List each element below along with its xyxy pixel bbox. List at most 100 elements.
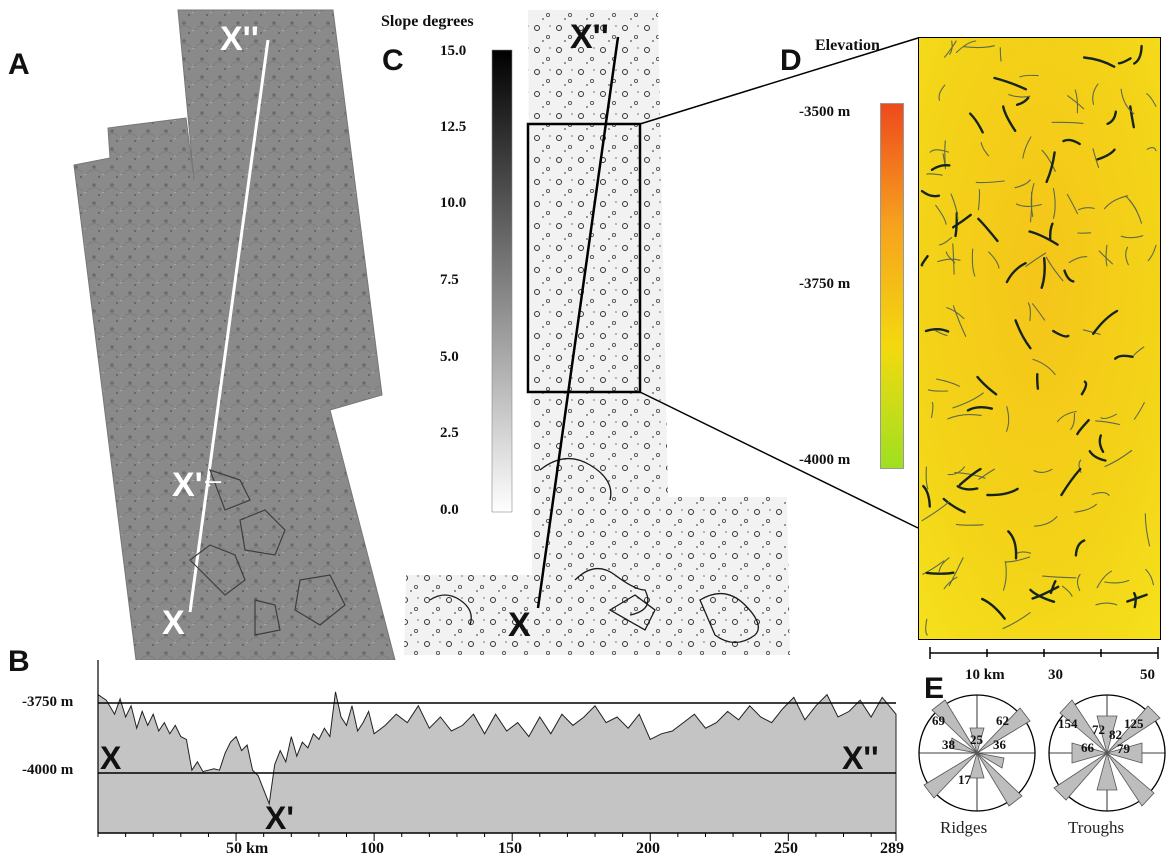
ridge-trace: [969, 112, 984, 134]
ridge-trace: [980, 142, 990, 157]
ridge-trace: [925, 466, 929, 490]
ridge-trace: [955, 523, 984, 526]
ridge-trace: [1074, 503, 1097, 513]
profile-area-series: [97, 691, 897, 834]
ridge-trace: [1005, 406, 1010, 432]
ridge-trace: [1040, 257, 1046, 289]
ridge-trace: [1042, 575, 1077, 579]
ridge-trace: [1062, 138, 1081, 146]
ridge-trace: [1125, 195, 1143, 224]
profile-chart: [97, 660, 897, 841]
ridge-trace: [1104, 449, 1133, 468]
ridge-trace: [1106, 110, 1117, 125]
ridge-trace: [1008, 94, 1031, 98]
ridge-trace: [945, 251, 956, 264]
ridge-trace: [1048, 222, 1054, 241]
ridge-trace: [1092, 83, 1099, 105]
ridge-trace: [1104, 579, 1130, 584]
ridge-trace: [925, 618, 928, 636]
ridge-trace: [1036, 373, 1040, 390]
slope-tick-5: 5.0: [440, 349, 459, 365]
ridges-caption: Ridges: [940, 818, 988, 837]
troughs-val-66: 66: [1081, 740, 1094, 755]
ridge-trace: [930, 164, 951, 171]
ridge-trace: [921, 501, 950, 522]
arrow-icon: ←: [204, 470, 223, 495]
ridge-trace: [1098, 250, 1114, 265]
ridge-trace: [1117, 57, 1132, 65]
ridge-trace: [1133, 346, 1145, 356]
profile-y-tick-4000: -4000 m: [22, 762, 74, 778]
ridge-trace: [1103, 195, 1129, 210]
troughs-caption: Troughs: [1068, 818, 1125, 837]
ridge-trace: [1088, 450, 1107, 462]
ridge-trace: [1129, 105, 1135, 129]
ridge-trace: [1114, 354, 1134, 360]
slope-tick-15: 15.0: [440, 43, 467, 59]
panel-c-slope-map: [404, 10, 790, 655]
ridges-val-38: 38: [942, 737, 955, 752]
ridge-trace: [1070, 413, 1076, 430]
ridge-trace: [942, 497, 966, 514]
ridge-trace: [1005, 262, 1027, 284]
elevation-tick-4000: -4000 m: [799, 452, 851, 468]
ridge-trace: [963, 45, 995, 49]
ridge-trace: [938, 557, 950, 573]
scale-tick-50: 50: [1140, 667, 1155, 683]
ridge-trace: [1033, 468, 1053, 473]
ridge-trace: [956, 485, 979, 491]
slope-legend-title: Slope degrees: [381, 13, 474, 30]
panel-d-elevation-map: [918, 37, 1161, 640]
ridge-trace: [1078, 459, 1082, 473]
ridge-trace: [955, 40, 977, 54]
ridge-trace: [947, 466, 966, 476]
ridge-trace: [1002, 612, 1031, 630]
ridge-trace: [1032, 358, 1056, 376]
slope-tick-2-5: 2.5: [440, 425, 459, 441]
ridge-trace: [1007, 530, 1018, 560]
profile-y-tick-3750: -3750 m: [22, 694, 74, 710]
ridge-trace: [1076, 419, 1090, 436]
label-x-prime-b: X': [265, 800, 294, 836]
ridge-trace: [1060, 467, 1082, 497]
ridge-trace: [1147, 244, 1157, 262]
label-x-double-prime-c: X'': [570, 18, 609, 56]
ridge-trace: [952, 392, 984, 409]
ridge-trace: [999, 47, 1002, 62]
ridge-trace: [1096, 148, 1116, 161]
slope-tick-7-5: 7.5: [440, 272, 459, 288]
ridge-trace: [1061, 585, 1073, 597]
ridge-trace: [1019, 74, 1039, 78]
ridge-trace: [1002, 105, 1017, 132]
ridge-trace: [1031, 303, 1046, 321]
ridge-trace: [943, 576, 958, 590]
ridge-trace: [920, 255, 929, 267]
rose-diagram-troughs: [1048, 694, 1166, 812]
ridge-trace: [986, 487, 1019, 497]
profile-x-tick-289: 289: [880, 840, 904, 857]
slope-tick-0: 0.0: [440, 502, 459, 518]
ridge-trace: [1028, 230, 1059, 246]
ridge-trace: [950, 193, 959, 220]
ridge-trace: [971, 248, 976, 277]
ridge-trace: [1092, 309, 1119, 335]
ridge-trace: [1052, 329, 1070, 338]
label-x-double-prime-b: X'': [842, 740, 879, 776]
ridge-trace: [952, 243, 955, 275]
ridge-trace: [966, 405, 993, 412]
ridge-trace: [938, 84, 946, 101]
ridge-trace: [1066, 193, 1079, 215]
ridge-trace: [988, 251, 1000, 269]
ridge-trace: [1067, 95, 1085, 110]
label-x-prime-a: X': [172, 466, 203, 504]
ridge-trace: [948, 557, 964, 587]
troughs-val-82: 82: [1109, 727, 1122, 742]
ridge-trace: [922, 560, 945, 575]
ridges-val-25: 25: [970, 732, 983, 747]
label-x-b: X: [100, 740, 122, 776]
ridges-val-36: 36: [993, 737, 1006, 752]
ridge-trace: [949, 40, 953, 55]
ridge-trace: [1014, 179, 1031, 189]
ridge-trace: [1052, 188, 1056, 219]
troughs-val-72: 72: [1092, 722, 1105, 737]
